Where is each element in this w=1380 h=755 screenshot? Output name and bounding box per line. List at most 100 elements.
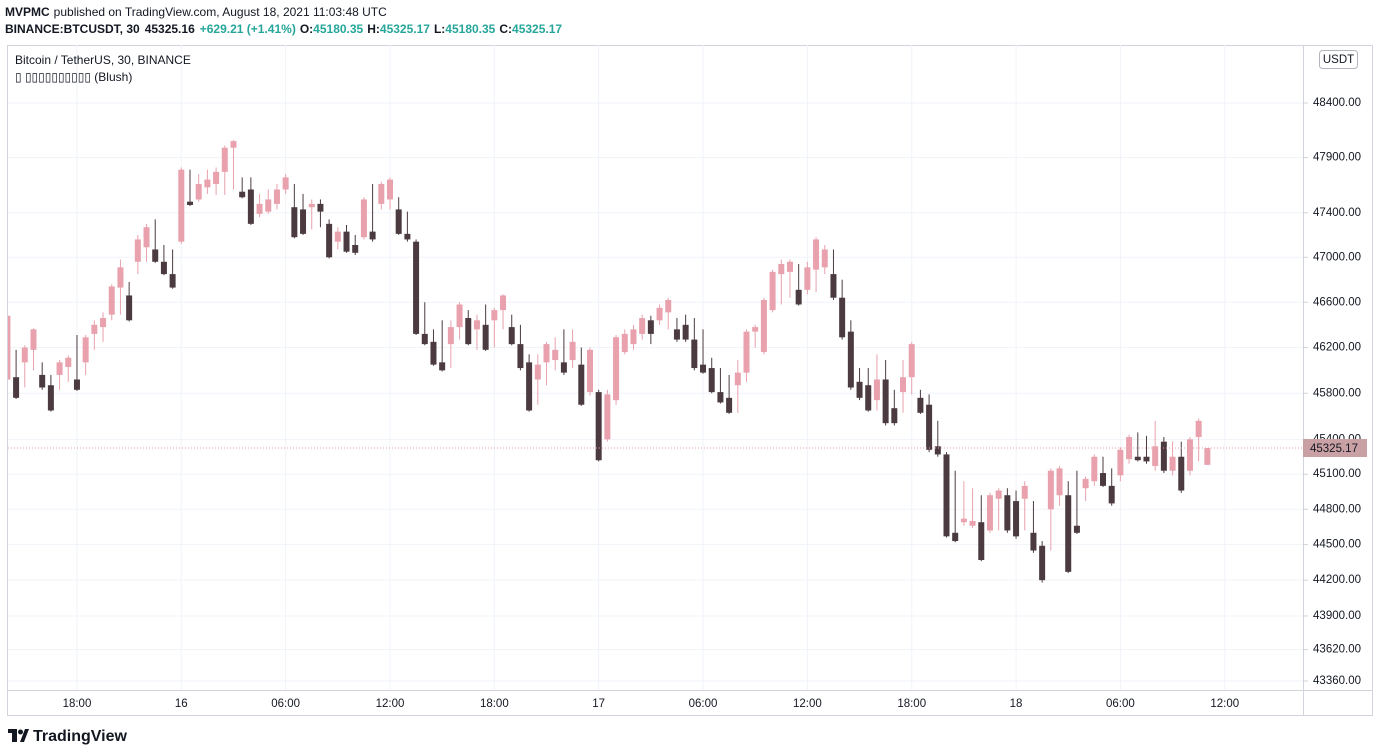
candle-body	[560, 362, 567, 373]
candle-body	[943, 454, 950, 537]
candle-body	[1169, 456, 1176, 471]
candle-body	[56, 362, 63, 375]
candle-body	[21, 347, 28, 363]
candle-body	[891, 408, 898, 424]
candle-body	[178, 169, 185, 242]
candle-body	[65, 357, 72, 367]
candle-body	[882, 379, 889, 424]
candle-body	[960, 518, 967, 523]
currency-badge[interactable]	[1319, 50, 1358, 69]
candle-body	[673, 329, 680, 340]
candle-body	[934, 446, 941, 455]
candle-body	[195, 183, 202, 200]
y-tick-label: 43620.00	[1313, 644, 1361, 656]
candle-body	[326, 223, 333, 258]
published: published on TradingView.com, August 18,…	[54, 5, 387, 19]
candle-body	[386, 179, 393, 200]
candle-body	[1126, 437, 1133, 460]
ohlc-label: H:	[367, 22, 380, 36]
candle-body	[439, 362, 446, 371]
candle-body	[917, 397, 924, 413]
candle-body	[908, 344, 915, 378]
candle-body	[821, 249, 828, 268]
candle-body	[465, 318, 472, 345]
change: +629.21 (+1.41%)	[200, 22, 296, 36]
frame	[7, 45, 1373, 716]
x-tick-label: 12:00	[376, 698, 405, 710]
candle-body	[160, 261, 167, 275]
candle-body	[491, 310, 498, 321]
ohlc-value: 45180.35	[313, 22, 363, 36]
y-tick-label: 46600.00	[1313, 296, 1361, 308]
candle-body	[986, 495, 993, 531]
y-tick-label: 47000.00	[1313, 251, 1361, 263]
candle-body	[726, 397, 733, 413]
candle-body	[639, 318, 646, 334]
x-tick-label: 12:00	[1210, 698, 1239, 710]
candle-body	[1117, 449, 1124, 476]
candle-body	[421, 333, 428, 345]
candle-body	[586, 349, 593, 393]
y-tick-label: 46200.00	[1313, 342, 1361, 354]
y-tick-label: 44200.00	[1313, 574, 1361, 586]
y-tick-label: 45100.00	[1313, 468, 1361, 480]
publish-line: MVPMC published on TradingView.com, Augus…	[5, 5, 387, 19]
publisher: MVPMC	[5, 5, 50, 19]
candle-body	[1108, 485, 1115, 504]
candle-body	[900, 377, 907, 393]
candle-body	[795, 289, 802, 305]
candle-body	[665, 299, 672, 313]
candle-body	[1065, 495, 1072, 572]
candle-body	[717, 392, 724, 403]
candle-body	[395, 209, 402, 234]
candle-body	[73, 379, 80, 390]
candle-body	[282, 177, 289, 190]
candle-body	[682, 324, 689, 340]
candle-body	[230, 141, 237, 148]
candle-body	[456, 304, 463, 328]
candle-body	[256, 203, 263, 214]
candle-body	[613, 337, 620, 401]
candle-body	[769, 271, 776, 311]
candle-body	[1047, 470, 1054, 510]
candle-body	[691, 339, 698, 369]
candle-body	[247, 189, 254, 224]
x-tick-label: 12:00	[793, 698, 822, 710]
candle-body	[334, 231, 341, 242]
candle-body	[187, 201, 194, 205]
candle-body	[447, 327, 454, 345]
x-tick-label: 17	[592, 698, 605, 710]
candle-body	[343, 231, 350, 252]
candle-body	[265, 199, 272, 212]
candle-body	[995, 490, 1002, 499]
chart-title: Bitcoin / TetherUS, 30, BINANCE	[15, 53, 191, 67]
candle-body	[578, 364, 585, 405]
candle-body	[926, 404, 933, 450]
candle-body	[482, 324, 489, 350]
candle-body	[239, 191, 246, 198]
candle-body	[1039, 545, 1046, 581]
candle-body	[300, 209, 307, 234]
indicator: ▯ ▯▯▯▯▯▯▯▯▯▯ (Blush)	[15, 70, 132, 84]
candle-body	[108, 286, 115, 315]
candle-body	[656, 307, 663, 321]
y-tick-label: 43360.00	[1313, 675, 1361, 687]
candle-body	[39, 374, 46, 388]
candle-body	[317, 203, 324, 212]
candle-body	[734, 372, 741, 386]
candle-body	[143, 227, 150, 248]
candle-body	[404, 233, 411, 240]
candle-body	[473, 320, 480, 330]
ohlc-label: L:	[434, 22, 445, 36]
y-tick-label: 47900.00	[1313, 152, 1361, 164]
candle-body	[552, 349, 559, 361]
x-tick-label: 16	[175, 698, 188, 710]
candle-body	[221, 147, 228, 172]
candle-body	[604, 394, 611, 440]
candle-body	[1056, 468, 1063, 496]
candle-body	[500, 295, 507, 311]
candle-body	[873, 379, 880, 401]
currency[interactable]: USDT	[1323, 54, 1354, 66]
x-tick-label: 18:00	[63, 698, 92, 710]
candle-body	[760, 299, 767, 353]
